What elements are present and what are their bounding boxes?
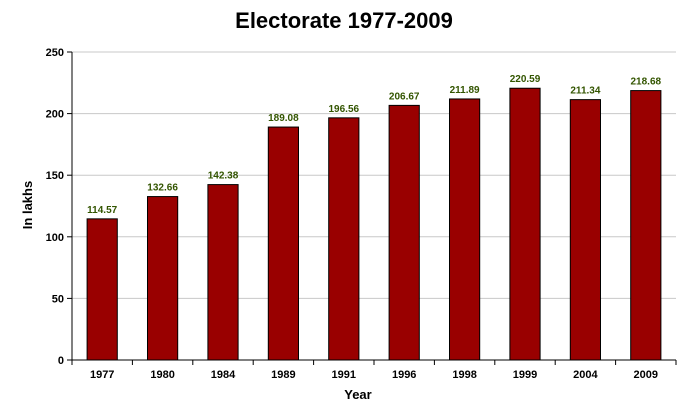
data-label-1991: 196.56 <box>329 104 360 115</box>
data-label-2009: 218.68 <box>631 77 662 88</box>
bar-1998 <box>449 98 481 361</box>
bar-2004 <box>569 99 601 361</box>
x-tick-label: 1980 <box>150 369 174 381</box>
data-label-1996: 206.67 <box>389 91 420 102</box>
y-tick-label: 250 <box>46 47 64 59</box>
x-tick-label: 1991 <box>332 369 356 381</box>
data-label-1999: 220.59 <box>510 74 541 85</box>
x-tick-label: 1998 <box>452 369 476 381</box>
y-axis-label: In lakhs <box>20 181 35 229</box>
bars <box>86 87 662 361</box>
data-label-1980: 132.66 <box>147 183 178 194</box>
bar-2009 <box>630 90 662 361</box>
x-tick-label: 1977 <box>90 369 114 381</box>
y-tick-label: 100 <box>46 232 64 244</box>
x-tick-label: 2009 <box>634 369 658 381</box>
x-tick-label: 2004 <box>573 369 598 381</box>
x-axis-label: Year <box>344 387 371 402</box>
x-tick-label: 1989 <box>271 369 295 381</box>
bar-1999 <box>509 87 541 361</box>
data-labels: 114.57 132.66 142.38 189.08 196.56 206.67 211.… <box>87 74 661 216</box>
x-tick-label: 1996 <box>392 369 416 381</box>
y-tick-label: 200 <box>46 109 64 121</box>
x-tick-label: 1999 <box>513 369 537 381</box>
data-label-1977: 114.57 <box>87 205 117 216</box>
bar-1977 <box>86 218 118 361</box>
y-tick-label: 150 <box>46 170 64 182</box>
x-axis-ticks: 1977 1980 1984 1989 1991 1996 1998 1999 2004 2009 <box>71 360 677 381</box>
bar-1980 <box>147 196 179 361</box>
y-axis-ticks: 0 50 100 150 200 250 <box>46 47 72 367</box>
chart-title: Electorate 1977-2009 <box>235 8 453 33</box>
bar-1996 <box>388 104 420 361</box>
x-tick-label: 1984 <box>211 369 236 381</box>
data-label-1984: 142.38 <box>208 171 239 182</box>
y-tick-label: 0 <box>58 355 64 367</box>
bar-1984 <box>207 184 239 361</box>
data-label-1998: 211.89 <box>450 85 480 96</box>
data-label-1989: 189.08 <box>268 113 299 124</box>
bar-1989 <box>267 126 299 361</box>
bar-1991 <box>328 117 360 361</box>
y-tick-label: 50 <box>52 293 64 305</box>
data-label-2004: 211.34 <box>570 86 600 97</box>
